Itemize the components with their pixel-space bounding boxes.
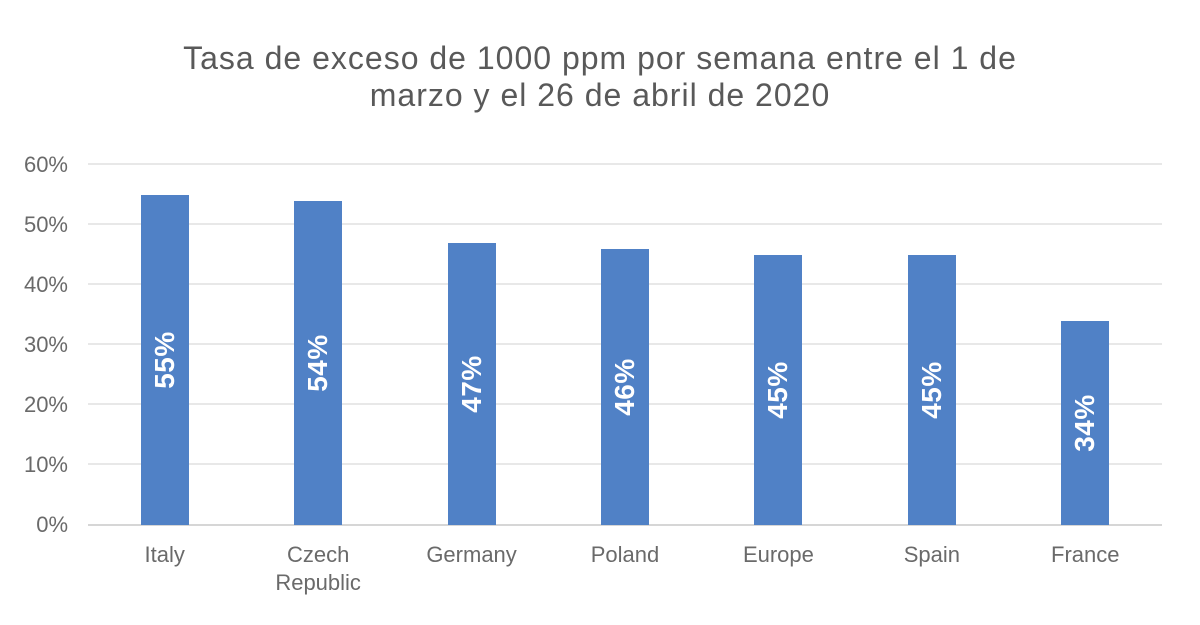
x-tick-label-europe: Europe (742, 542, 814, 567)
y-tick-label-10pct: 10% (23, 452, 68, 477)
gridline-50 (88, 223, 1162, 225)
x-tick-label-spain: Spain (903, 542, 960, 567)
x-tick-label-france: France (1051, 542, 1120, 567)
y-tick-label-50pct: 50% (23, 212, 68, 237)
x-tick-label-italy: Italy (144, 542, 185, 567)
bar-value-label-europe: 45% (762, 361, 794, 419)
bar-value-label-germany: 47% (455, 355, 487, 413)
bar-value-label-france: 34% (1069, 394, 1101, 452)
gridline-60 (88, 163, 1162, 165)
chart-title-line-1: Tasa de exceso de 1000 ppm por semana en… (183, 40, 1017, 76)
bar-czech-republic: 54% (294, 201, 343, 525)
bar-italy: 55% (140, 195, 189, 525)
bar-value-label-spain: 45% (915, 361, 947, 419)
y-axis: 0% 10% 20% 30% 40% 50% 60% (0, 152, 68, 537)
x-tick-label-czech-republic: Czech Republic (275, 542, 361, 595)
bar-germany: 47% (447, 243, 496, 525)
y-tick-label-60pct: 60% (23, 152, 68, 177)
chart-title-line-2: marzo y el 26 de abril de 2020 (369, 77, 831, 113)
bar-france: 34% (1061, 321, 1110, 525)
y-tick-label-20pct: 20% (23, 392, 68, 417)
y-tick-label-0pct: 0% (36, 512, 68, 537)
y-tick-label-30pct: 30% (23, 332, 68, 357)
bar-value-label-italy: 55% (148, 331, 180, 389)
x-tick-label-germany: Germany (426, 542, 517, 567)
bar-poland: 46% (601, 249, 649, 525)
bar-value-label-poland: 46% (609, 358, 640, 416)
x-tick-label-poland: Poland (590, 542, 660, 567)
plot-area: 55% 54% 47% 46% 45% 45% 34% (88, 163, 1162, 526)
x-axis: Italy Czech Republic Germany Poland Europe Sp… (88, 541, 1162, 611)
y-tick-label-40pct: 40% (23, 272, 68, 297)
bar-europe: 45% (754, 255, 803, 525)
x-axis-line (88, 524, 1162, 526)
chart-title: Tasa de exceso de 1000 ppm por semana en… (0, 40, 1200, 114)
bar-spain: 45% (907, 255, 956, 525)
bar-value-label-czech-republic: 54% (302, 334, 334, 392)
